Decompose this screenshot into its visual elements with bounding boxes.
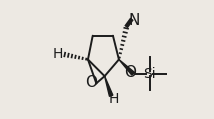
Text: N: N xyxy=(129,13,140,28)
Text: Si: Si xyxy=(144,67,156,81)
Text: O: O xyxy=(124,65,136,80)
Text: O: O xyxy=(86,75,98,90)
Text: H: H xyxy=(52,47,63,61)
Text: H: H xyxy=(109,92,119,106)
Polygon shape xyxy=(119,60,135,75)
Polygon shape xyxy=(105,76,113,96)
